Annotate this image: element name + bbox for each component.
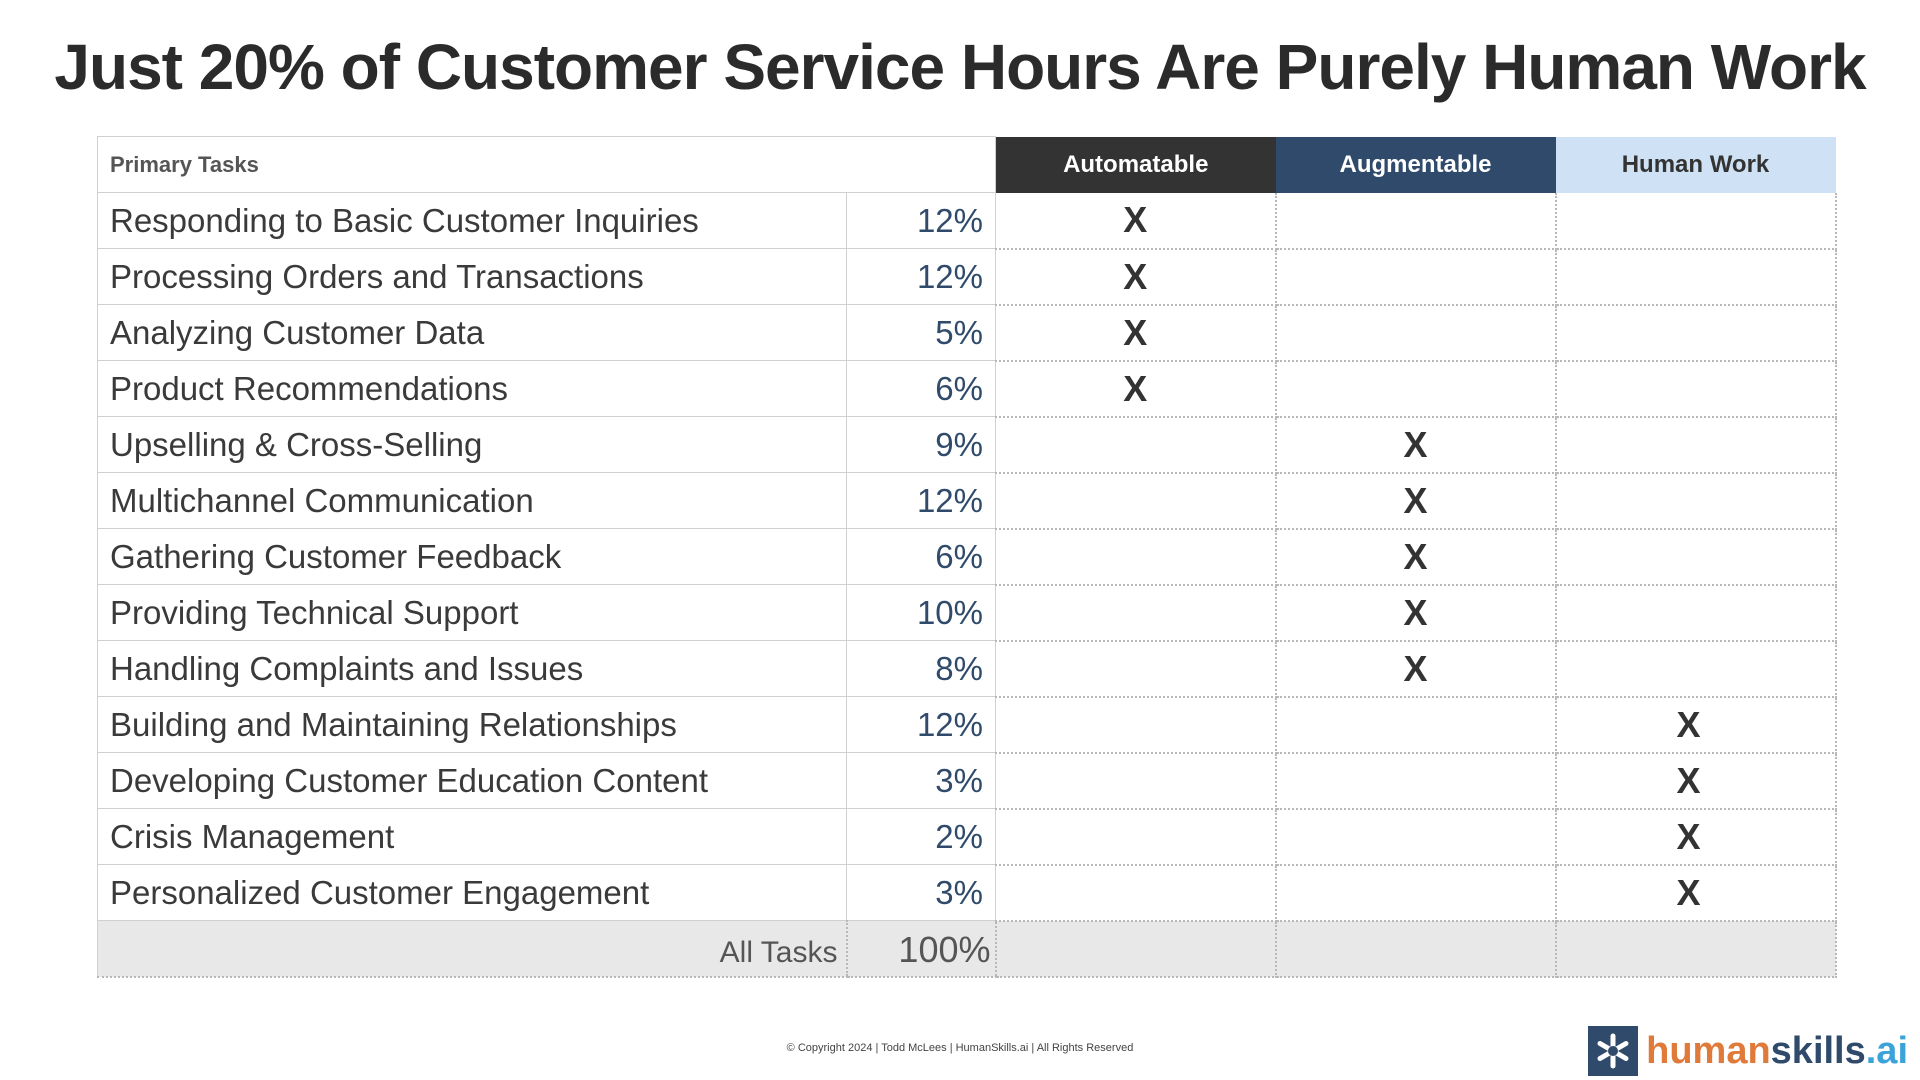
task-name: Product Recommendations <box>97 360 847 417</box>
task-name: Upselling & Cross-Selling <box>97 416 847 473</box>
total-label: All Tasks <box>97 920 847 978</box>
task-percent: 2% <box>846 808 996 865</box>
table-row: Processing Orders and Transactions 12% X <box>97 248 1837 306</box>
table-row: Analyzing Customer Data 5% X <box>97 304 1837 362</box>
logo-ai-text: .ai <box>1865 1030 1908 1072</box>
human-work-mark <box>1555 528 1837 586</box>
human-work-mark: X <box>1555 808 1837 866</box>
logo-human-text: human <box>1646 1030 1771 1072</box>
task-percent: 12% <box>846 248 996 305</box>
automatable-mark <box>995 696 1277 754</box>
human-work-mark <box>1555 416 1837 474</box>
logo-wordmark: humanskills.ai <box>1646 1032 1908 1070</box>
automatable-mark <box>995 472 1277 530</box>
total-row: All Tasks 100% <box>97 920 1837 978</box>
augmentable-mark <box>1275 696 1557 754</box>
table-header-row: Primary Tasks Automatable Augmentable Hu… <box>97 136 1836 193</box>
header-automatable: Automatable <box>995 136 1276 193</box>
augmentable-mark: X <box>1275 584 1557 642</box>
task-table: Primary Tasks Automatable Augmentable Hu… <box>97 136 1837 978</box>
task-name: Personalized Customer Engagement <box>97 864 847 921</box>
table-row: Providing Technical Support 10% X <box>97 584 1837 642</box>
table-row: Upselling & Cross-Selling 9% X <box>97 416 1837 474</box>
human-work-mark: X <box>1555 752 1837 810</box>
automatable-mark <box>995 416 1277 474</box>
task-percent: 9% <box>846 416 996 473</box>
table-row: Personalized Customer Engagement 3% X <box>97 864 1837 922</box>
task-name: Building and Maintaining Relationships <box>97 696 847 753</box>
humanskills-logo: humanskills.ai <box>1588 1026 1908 1076</box>
augmentable-mark: X <box>1275 416 1557 474</box>
task-percent: 3% <box>846 752 996 809</box>
human-work-mark <box>1555 472 1837 530</box>
task-percent: 6% <box>846 528 996 585</box>
header-human-work: Human Work <box>1555 136 1836 193</box>
table-row: Multichannel Communication 12% X <box>97 472 1837 530</box>
augmentable-mark: X <box>1275 528 1557 586</box>
automatable-mark <box>995 584 1277 642</box>
augmentable-mark <box>1275 304 1557 362</box>
task-name: Analyzing Customer Data <box>97 304 847 361</box>
task-name: Handling Complaints and Issues <box>97 640 847 697</box>
automatable-mark: X <box>995 360 1277 418</box>
task-name: Crisis Management <box>97 808 847 865</box>
automatable-mark: X <box>995 248 1277 306</box>
task-percent: 12% <box>846 472 996 529</box>
task-name: Responding to Basic Customer Inquiries <box>97 192 847 249</box>
automatable-mark: X <box>995 192 1277 250</box>
table-row: Crisis Management 2% X <box>97 808 1837 866</box>
human-work-mark <box>1555 584 1837 642</box>
task-percent: 6% <box>846 360 996 417</box>
asterisk-logo-icon <box>1588 1026 1639 1076</box>
automatable-mark <box>995 528 1277 586</box>
human-work-mark: X <box>1555 696 1837 754</box>
task-percent: 12% <box>846 192 996 249</box>
augmentable-mark <box>1275 752 1557 810</box>
task-name: Multichannel Communication <box>97 472 847 529</box>
table-row: Handling Complaints and Issues 8% X <box>97 640 1837 698</box>
augmentable-mark <box>1275 192 1557 250</box>
augmentable-mark: X <box>1275 472 1557 530</box>
automatable-mark <box>995 752 1277 810</box>
task-name: Developing Customer Education Content <box>97 752 847 809</box>
task-name: Gathering Customer Feedback <box>97 528 847 585</box>
logo-skills-text: skills <box>1770 1030 1866 1072</box>
total-augmentable-cell <box>1274 920 1557 978</box>
task-percent: 8% <box>846 640 996 697</box>
augmentable-mark <box>1275 864 1557 922</box>
task-name: Providing Technical Support <box>97 584 847 641</box>
table-row: Gathering Customer Feedback 6% X <box>97 528 1837 586</box>
page-title: Just 20% of Customer Service Hours Are P… <box>54 31 1866 103</box>
automatable-mark: X <box>995 304 1277 362</box>
header-primary-tasks: Primary Tasks <box>97 136 996 193</box>
task-name: Processing Orders and Transactions <box>97 248 847 305</box>
human-work-mark <box>1555 640 1837 698</box>
header-augmentable: Augmentable <box>1275 136 1556 193</box>
human-work-mark <box>1555 192 1837 250</box>
task-percent: 3% <box>846 864 996 921</box>
automatable-mark <box>995 640 1277 698</box>
automatable-mark <box>995 808 1277 866</box>
table-row: Responding to Basic Customer Inquiries 12… <box>97 192 1837 250</box>
augmentable-mark: X <box>1275 640 1557 698</box>
task-percent: 12% <box>846 696 996 753</box>
augmentable-mark <box>1275 360 1557 418</box>
task-percent: 10% <box>846 584 996 641</box>
copyright-footer: © Copyright 2024 | Todd McLees | HumanSk… <box>786 1042 1134 1054</box>
human-work-mark <box>1555 360 1837 418</box>
total-automatable-cell <box>994 920 1277 978</box>
total-human-cell <box>1554 920 1837 978</box>
table-row: Product Recommendations 6% X <box>97 360 1837 418</box>
total-percent: 100% <box>845 920 996 978</box>
augmentable-mark <box>1275 248 1557 306</box>
augmentable-mark <box>1275 808 1557 866</box>
table-row: Building and Maintaining Relationships 12… <box>97 696 1837 754</box>
task-percent: 5% <box>846 304 996 361</box>
human-work-mark <box>1555 248 1837 306</box>
human-work-mark: X <box>1555 864 1837 922</box>
human-work-mark <box>1555 304 1837 362</box>
table-row: Developing Customer Education Content 3% X <box>97 752 1837 810</box>
automatable-mark <box>995 864 1277 922</box>
